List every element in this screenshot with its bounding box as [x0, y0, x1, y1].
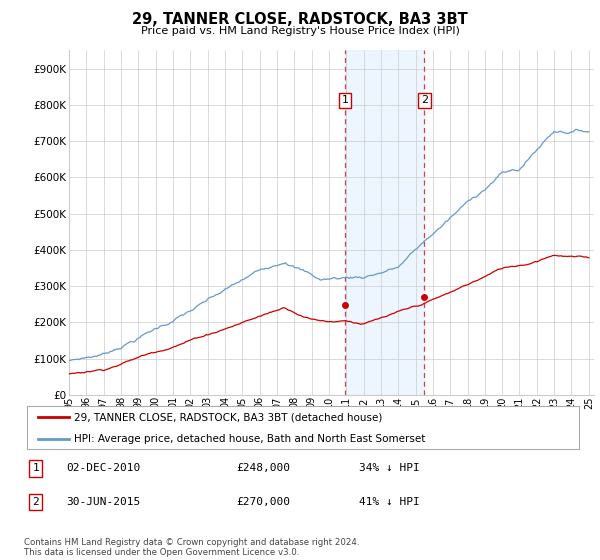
Text: 29, TANNER CLOSE, RADSTOCK, BA3 3BT: 29, TANNER CLOSE, RADSTOCK, BA3 3BT [132, 12, 468, 27]
Text: £248,000: £248,000 [236, 464, 290, 473]
Text: 1: 1 [32, 464, 39, 473]
Text: 41% ↓ HPI: 41% ↓ HPI [359, 497, 419, 507]
Text: Price paid vs. HM Land Registry's House Price Index (HPI): Price paid vs. HM Land Registry's House … [140, 26, 460, 36]
Text: £270,000: £270,000 [236, 497, 290, 507]
Text: 02-DEC-2010: 02-DEC-2010 [66, 464, 140, 473]
Text: 30-JUN-2015: 30-JUN-2015 [66, 497, 140, 507]
Text: 2: 2 [32, 497, 39, 507]
Text: 34% ↓ HPI: 34% ↓ HPI [359, 464, 419, 473]
Text: 2: 2 [421, 95, 428, 105]
Text: 1: 1 [341, 95, 349, 105]
Text: HPI: Average price, detached house, Bath and North East Somerset: HPI: Average price, detached house, Bath… [74, 435, 425, 444]
Text: Contains HM Land Registry data © Crown copyright and database right 2024.
This d: Contains HM Land Registry data © Crown c… [24, 538, 359, 557]
FancyBboxPatch shape [27, 406, 579, 450]
Text: 29, TANNER CLOSE, RADSTOCK, BA3 3BT (detached house): 29, TANNER CLOSE, RADSTOCK, BA3 3BT (det… [74, 412, 383, 422]
